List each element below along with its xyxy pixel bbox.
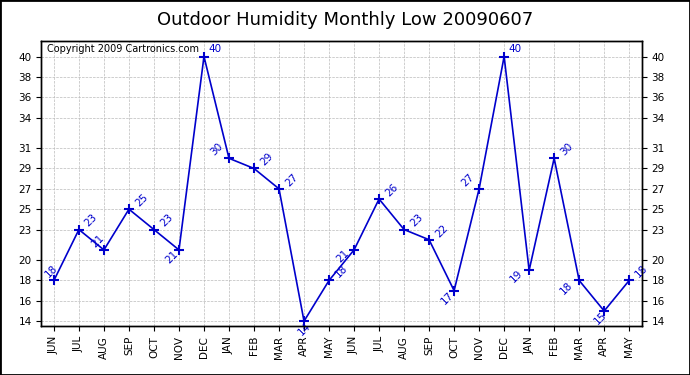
- Text: 27: 27: [283, 172, 299, 188]
- Text: 15: 15: [592, 310, 608, 327]
- Text: 19: 19: [509, 268, 525, 285]
- Text: 23: 23: [83, 212, 99, 229]
- Text: 17: 17: [439, 290, 455, 306]
- Text: 21: 21: [164, 249, 180, 266]
- Text: 18: 18: [43, 263, 59, 280]
- Text: 18: 18: [333, 263, 350, 280]
- Text: 25: 25: [133, 192, 150, 208]
- Text: 21: 21: [335, 248, 351, 264]
- Text: 18: 18: [558, 280, 575, 296]
- Text: Outdoor Humidity Monthly Low 20090607: Outdoor Humidity Monthly Low 20090607: [157, 11, 533, 29]
- Text: 30: 30: [558, 141, 575, 158]
- Text: 22: 22: [433, 222, 450, 239]
- Text: 30: 30: [208, 141, 224, 158]
- Text: 23: 23: [408, 212, 424, 229]
- Text: 27: 27: [460, 172, 476, 188]
- Text: 18: 18: [633, 263, 650, 280]
- Text: 14: 14: [296, 321, 312, 337]
- Text: 26: 26: [383, 182, 400, 198]
- Text: 21: 21: [90, 233, 106, 249]
- Text: 40: 40: [208, 44, 221, 54]
- Text: Copyright 2009 Cartronics.com: Copyright 2009 Cartronics.com: [48, 44, 199, 54]
- Text: 23: 23: [158, 212, 175, 229]
- Text: 29: 29: [258, 151, 275, 168]
- Text: 40: 40: [509, 44, 522, 54]
